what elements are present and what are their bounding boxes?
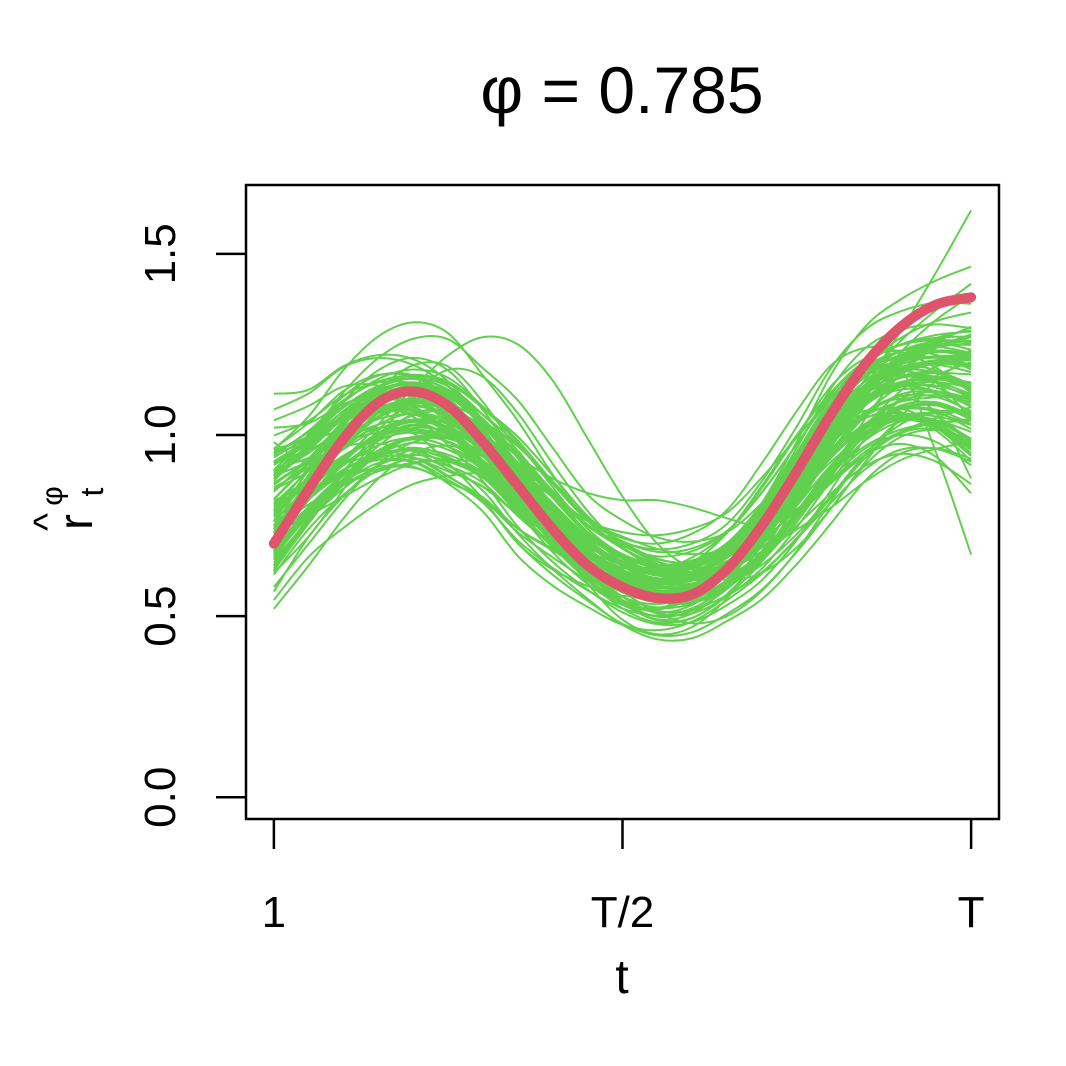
mean-line [268, 292, 977, 604]
y-tick-label: 1.0 [136, 404, 185, 465]
y-axis: 0.0 0.5 1.0 1.5 [136, 223, 246, 828]
plot-frame [244, 183, 1001, 821]
replicate-line [273, 354, 972, 580]
replicate-line [273, 335, 972, 581]
y-axis-label-subscript: t [74, 487, 110, 496]
x-axis: 1 T/2 T [262, 819, 985, 937]
y-axis-label-superscript: φ [36, 486, 69, 505]
replicate-line [273, 397, 972, 636]
replicate-line [273, 371, 972, 591]
chart-title: φ = 0.785 [480, 53, 763, 127]
mean-line-group [268, 292, 977, 604]
replicate-line [273, 349, 972, 572]
y-tick-label: 0.0 [136, 767, 185, 828]
y-axis-label: r ^ t φ [27, 486, 110, 531]
y-axis-label-symbol: r [50, 514, 103, 530]
x-tick-label: 1 [262, 888, 286, 937]
replicate-line [273, 407, 972, 589]
replicate-line [273, 390, 972, 527]
x-axis-label: t [615, 951, 628, 1004]
replicate-line [273, 427, 972, 614]
y-tick-label: 1.5 [136, 223, 185, 284]
replicate-line [273, 446, 972, 642]
y-axis-label-hat: ^ [27, 513, 69, 531]
replicate-lines [273, 209, 973, 642]
y-tick-label: 0.5 [136, 586, 185, 647]
replicate-line [273, 336, 972, 582]
x-tick-label: T/2 [591, 888, 655, 937]
replicate-line [273, 265, 972, 582]
x-tick-label: T [958, 888, 985, 937]
